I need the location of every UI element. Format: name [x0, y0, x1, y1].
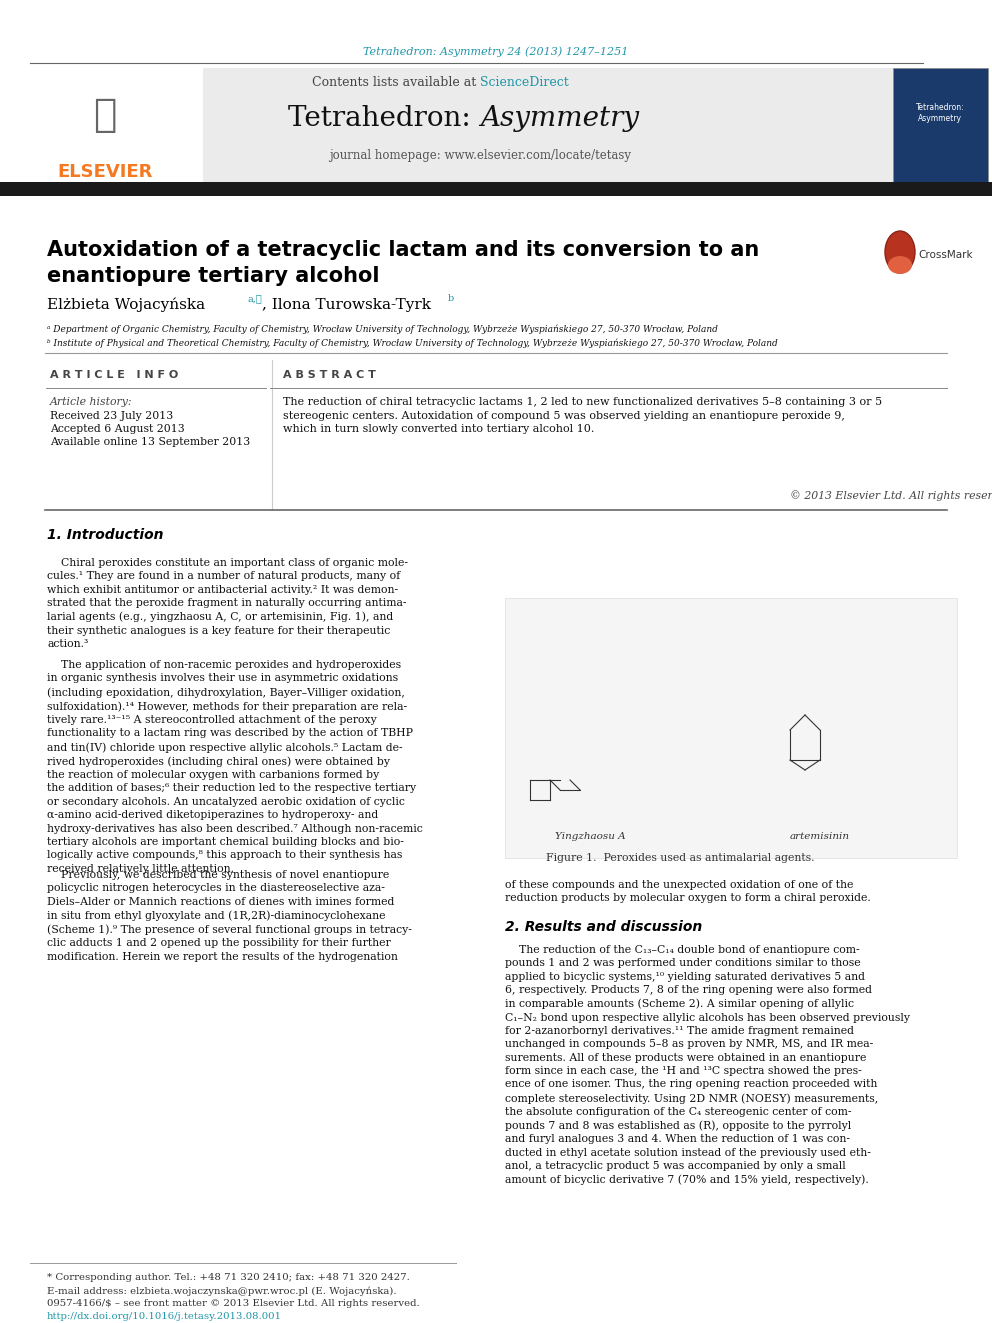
Text: Previously, we described the synthesis of novel enantiopure
policyclic nitrogen : Previously, we described the synthesis o…	[47, 871, 412, 962]
Text: Contents lists available at: Contents lists available at	[311, 75, 480, 89]
Text: Autoxidation of a tetracyclic lactam and its conversion to an
enantiopure tertia: Autoxidation of a tetracyclic lactam and…	[47, 239, 759, 286]
Text: 2. Results and discussion: 2. Results and discussion	[505, 919, 702, 934]
Text: A R T I C L E   I N F O: A R T I C L E I N F O	[50, 370, 179, 380]
Text: , Ilona Turowska-Tyrk: , Ilona Turowska-Tyrk	[262, 298, 431, 312]
Bar	[28, 67, 203, 183]
Text: Tetrahedron:: Tetrahedron:	[289, 105, 480, 131]
Text: http://dx.doi.org/10.1016/j.tetasy.2013.08.001: http://dx.doi.org/10.1016/j.tetasy.2013.…	[47, 1312, 282, 1320]
Text: Article history:: Article history:	[50, 397, 133, 407]
Text: a,⋆: a,⋆	[248, 294, 263, 303]
Text: Tetrahedron: Asymmetry 24 (2013) 1247–1251: Tetrahedron: Asymmetry 24 (2013) 1247–12…	[363, 46, 629, 57]
Text: Chiral peroxides constitute an important class of organic mole-
cules.¹ They are: Chiral peroxides constitute an important…	[47, 558, 408, 650]
Text: A B S T R A C T: A B S T R A C T	[283, 370, 376, 380]
Text: Available online 13 September 2013: Available online 13 September 2013	[50, 437, 250, 447]
Text: ᵃ Department of Organic Chemistry, Faculty of Chemistry, Wrocław University of T: ᵃ Department of Organic Chemistry, Facul…	[47, 324, 718, 333]
Ellipse shape	[888, 255, 912, 274]
Text: artemisinin: artemisinin	[790, 832, 850, 841]
Text: Received 23 July 2013: Received 23 July 2013	[50, 411, 174, 421]
Text: © 2013 Elsevier Ltd. All rights reserved.: © 2013 Elsevier Ltd. All rights reserved…	[790, 490, 992, 501]
Text: ᵇ Institute of Physical and Theoretical Chemistry, Faculty of Chemistry, Wrocław: ᵇ Institute of Physical and Theoretical …	[47, 337, 778, 348]
Text: The reduction of chiral tetracyclic lactams 1, 2 led to new functionalized deriv: The reduction of chiral tetracyclic lact…	[283, 397, 882, 434]
Text: Figure 1.  Peroxides used as antimalarial agents.: Figure 1. Peroxides used as antimalarial…	[546, 853, 814, 863]
Text: E-mail address: elzbieta.wojaczynska@pwr.wroc.pl (E. Wojacyńska).: E-mail address: elzbieta.wojaczynska@pwr…	[47, 1286, 397, 1295]
Text: The reduction of the C₁₃–C₁₄ double bond of enantiopure com-
pounds 1 and 2 was : The reduction of the C₁₃–C₁₄ double bond…	[505, 945, 910, 1185]
Text: ScienceDirect: ScienceDirect	[480, 75, 568, 89]
Text: Accepted 6 August 2013: Accepted 6 August 2013	[50, 423, 185, 434]
Ellipse shape	[885, 232, 915, 273]
Bar	[505, 598, 957, 859]
Text: 1. Introduction: 1. Introduction	[47, 528, 164, 542]
Text: 🌳: 🌳	[93, 97, 117, 134]
Text: Asymmetry: Asymmetry	[480, 105, 639, 131]
Text: ELSEVIER: ELSEVIER	[58, 163, 153, 181]
Bar	[0, 183, 992, 196]
Text: Yingzhaosu A: Yingzhaosu A	[555, 832, 625, 841]
Text: Elżbieta Wojacyńska: Elżbieta Wojacyńska	[47, 298, 205, 312]
Text: The application of non-racemic peroxides and hydroperoxides
in organic synthesis: The application of non-racemic peroxides…	[47, 660, 423, 873]
Text: * Corresponding author. Tel.: +48 71 320 2410; fax: +48 71 320 2427.: * Corresponding author. Tel.: +48 71 320…	[47, 1273, 410, 1282]
Bar	[893, 67, 988, 183]
Text: Tetrahedron:
Asymmetry: Tetrahedron: Asymmetry	[916, 103, 964, 123]
Text: journal homepage: www.elsevier.com/locate/tetasy: journal homepage: www.elsevier.com/locat…	[329, 148, 631, 161]
Text: b: b	[448, 294, 454, 303]
Text: 0957-4166/$ – see front matter © 2013 Elsevier Ltd. All rights reserved.: 0957-4166/$ – see front matter © 2013 El…	[47, 1299, 420, 1308]
Bar	[28, 67, 893, 183]
Text: CrossMark: CrossMark	[918, 250, 972, 261]
Text: of these compounds and the unexpected oxidation of one of the
reduction products: of these compounds and the unexpected ox…	[505, 880, 871, 904]
